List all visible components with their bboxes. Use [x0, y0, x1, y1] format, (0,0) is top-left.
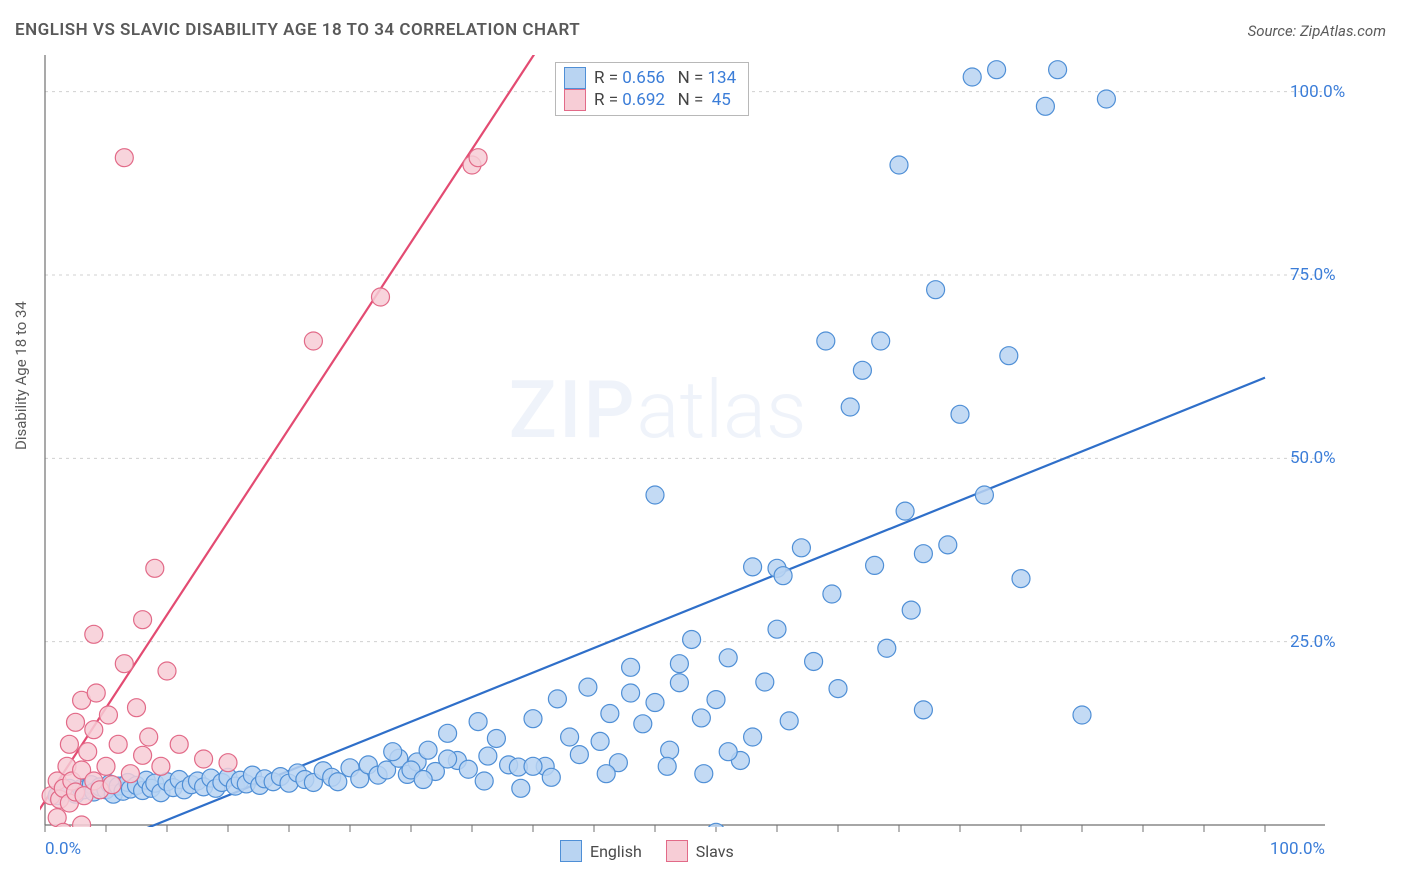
legend-swatch	[666, 840, 688, 862]
y-tick-label: 100.0%	[1290, 82, 1345, 102]
x-tick-label: 0.0%	[45, 839, 81, 859]
chart-container: ENGLISH VS SLAVIC DISABILITY AGE 18 TO 3…	[0, 0, 1406, 892]
series-legend: English Slavs	[560, 840, 734, 862]
x-tick-label: 100.0%	[1270, 839, 1325, 859]
legend-label: Slavs	[696, 842, 734, 861]
correlation-legend: R = 0.656 N = 134R = 0.692 N = 45	[555, 62, 749, 116]
legend-swatch	[564, 89, 586, 111]
legend-row: R = 0.692 N = 45	[564, 89, 736, 111]
legend-item: English	[560, 840, 642, 862]
y-tick-label: 75.0%	[1290, 265, 1336, 285]
y-tick-label: 25.0%	[1290, 632, 1336, 652]
legend-swatch	[560, 840, 582, 862]
legend-stats: R = 0.656 N = 134	[594, 68, 736, 88]
legend-label: English	[590, 842, 642, 861]
scatter-plot	[0, 0, 1406, 892]
y-tick-label: 50.0%	[1290, 448, 1336, 468]
legend-item: Slavs	[666, 840, 734, 862]
legend-row: R = 0.656 N = 134	[564, 67, 736, 89]
legend-swatch	[564, 67, 586, 89]
legend-stats: R = 0.692 N = 45	[594, 90, 731, 110]
